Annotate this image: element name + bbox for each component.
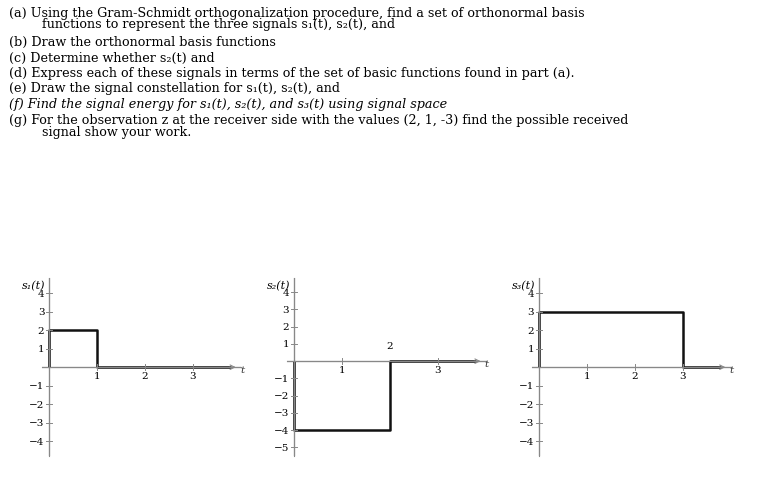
- Text: s₂(t): s₂(t): [267, 281, 290, 291]
- Text: t: t: [240, 366, 244, 375]
- Text: signal show your work.: signal show your work.: [42, 126, 191, 139]
- Text: t: t: [485, 360, 489, 369]
- Text: (e) Draw the signal constellation for s₁(t), s₂(t), and: (e) Draw the signal constellation for s₁…: [9, 82, 344, 95]
- Text: (g) For the observation z at the receiver side with the values (2, 1, -3) find t: (g) For the observation z at the receive…: [9, 114, 629, 127]
- Text: s₁(t): s₁(t): [22, 281, 45, 291]
- Text: (f) Find the signal energy for s₁(t), s₂(t), and s₃(t) using signal space: (f) Find the signal energy for s₁(t), s₂…: [9, 98, 448, 111]
- Text: (d) Express each of these signals in terms of the set of basic functions found i: (d) Express each of these signals in ter…: [9, 67, 575, 80]
- Text: (c) Determine whether s₂(t) and: (c) Determine whether s₂(t) and: [9, 51, 219, 64]
- Text: t: t: [730, 366, 734, 375]
- Text: functions to represent the three signals s₁(t), s₂(t), and: functions to represent the three signals…: [42, 18, 399, 31]
- Text: s₃(t): s₃(t): [512, 281, 535, 291]
- Text: (b) Draw the orthonormal basis functions: (b) Draw the orthonormal basis functions: [9, 36, 276, 49]
- Text: 2: 2: [386, 342, 393, 351]
- Text: (a) Using the Gram-Schmidt orthogonalization procedure, find a set of orthonorma: (a) Using the Gram-Schmidt orthogonaliza…: [9, 7, 584, 20]
